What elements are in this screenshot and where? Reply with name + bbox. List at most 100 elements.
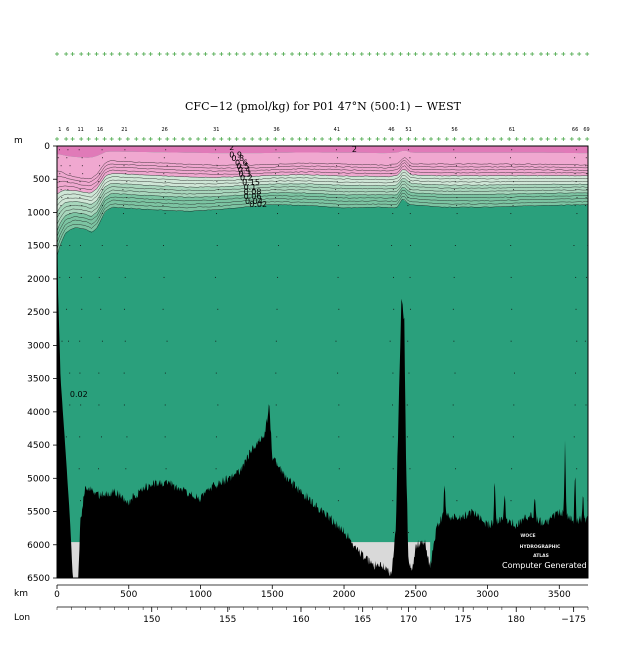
- contour-lines: [57, 157, 588, 257]
- station-cross: [468, 137, 473, 141]
- sample-point: [80, 404, 82, 406]
- station-cross: [196, 52, 201, 56]
- station-cross: [265, 137, 270, 141]
- sample-point: [337, 205, 339, 207]
- sample-point: [337, 372, 339, 374]
- station-number: 69: [583, 127, 589, 133]
- station-number: 51: [405, 127, 411, 133]
- sample-point: [576, 468, 578, 470]
- distance-tick-label: 3000: [476, 590, 499, 600]
- sample-point: [218, 197, 220, 199]
- sample-point: [126, 181, 128, 183]
- station-cross: [211, 52, 216, 56]
- sample-point: [588, 213, 589, 214]
- station-cross: [188, 137, 193, 141]
- station-cross: [421, 137, 426, 141]
- station-cross: [242, 137, 247, 141]
- sample-point: [274, 189, 276, 191]
- longitude-tick-label: −175: [561, 615, 586, 625]
- sample-point: [216, 245, 218, 246]
- sample-point: [455, 173, 457, 175]
- distance-tick-label: 2500: [404, 590, 427, 600]
- station-cross: [382, 137, 387, 141]
- logo-line-1: WOCE: [520, 533, 535, 539]
- distance-axis: 0 500 1000 1500 2000 2500 3000 3500: [54, 584, 588, 600]
- sample-point: [452, 308, 454, 310]
- station-cross: [561, 52, 566, 56]
- sample-point: [61, 340, 63, 342]
- station-cross: [304, 137, 309, 141]
- sample-point: [338, 173, 340, 175]
- station-cross: [436, 137, 441, 141]
- sample-point: [66, 308, 68, 310]
- station-cross: [444, 137, 449, 141]
- sample-point: [216, 181, 218, 183]
- station-cross: [86, 52, 91, 56]
- station-cross: [499, 52, 504, 56]
- sample-point: [408, 149, 409, 151]
- sample-point: [98, 404, 100, 406]
- band-2: [57, 146, 588, 158]
- longitude-tick-label: 155: [219, 615, 236, 625]
- station-cross: [109, 137, 114, 141]
- contour-0p1: [57, 187, 588, 231]
- sample-point: [275, 404, 277, 406]
- sample-point: [392, 213, 394, 215]
- woce-logo: WOCE HYDROGRAPHIC ATLAS: [520, 533, 561, 559]
- sample-point: [389, 340, 391, 342]
- station-cross: [141, 52, 146, 56]
- station-cross: [203, 137, 208, 141]
- station-cross: [134, 137, 139, 141]
- sample-point: [78, 468, 80, 470]
- depth-axis: 0 500 1000 1500 2000 2500 3000 3500 4000 4500 5000…: [27, 142, 57, 584]
- sample-point: [454, 245, 456, 246]
- station-cross: [398, 52, 403, 56]
- station-number: 1: [58, 127, 61, 133]
- depth-tick-label: 5500: [27, 508, 50, 518]
- contour-label: 0.6: [235, 158, 248, 167]
- station-number: 11: [77, 127, 83, 133]
- sample-point: [59, 173, 61, 175]
- station-cross: [351, 137, 356, 141]
- sample-point: [60, 165, 62, 167]
- sample-point: [101, 213, 103, 215]
- station-cross: [491, 52, 496, 56]
- sample-point: [275, 372, 277, 374]
- seafloor-bathymetry: [57, 146, 588, 578]
- sample-point: [60, 189, 62, 191]
- station-cross: [367, 52, 372, 56]
- distance-tick-label: 2000: [333, 590, 356, 600]
- sample-point: [99, 165, 101, 167]
- sample-point: [79, 181, 81, 183]
- station-cross: [382, 52, 387, 56]
- sample-point: [69, 165, 71, 167]
- sample-point: [337, 500, 339, 502]
- station-cross: [281, 137, 286, 141]
- station-cross: [569, 137, 574, 141]
- sample-point: [338, 468, 340, 470]
- sample-point: [69, 173, 71, 175]
- station-cross: [125, 52, 130, 56]
- sample-point: [67, 149, 69, 151]
- sample-point: [276, 308, 278, 310]
- contour-0p06: [57, 192, 588, 243]
- station-cross: [336, 137, 341, 141]
- sample-point: [164, 404, 166, 406]
- sample-point: [163, 276, 165, 278]
- sample-point: [392, 197, 394, 199]
- longitude-tick-label: 165: [354, 615, 371, 625]
- depth-tick-label: 4500: [27, 441, 50, 451]
- sample-point: [58, 213, 60, 215]
- sample-point: [585, 197, 587, 199]
- depth-tick-label: 1000: [27, 208, 50, 218]
- sample-point: [510, 340, 512, 342]
- depth-tick-label: 0: [44, 142, 50, 152]
- sample-point: [123, 404, 125, 406]
- station-cross: [390, 137, 395, 141]
- sample-point: [215, 149, 217, 151]
- contour-label: 0.02: [70, 390, 88, 399]
- station-cross: [336, 52, 341, 56]
- sample-point: [217, 173, 219, 175]
- sample-point: [335, 149, 337, 151]
- station-number: 6: [66, 127, 69, 133]
